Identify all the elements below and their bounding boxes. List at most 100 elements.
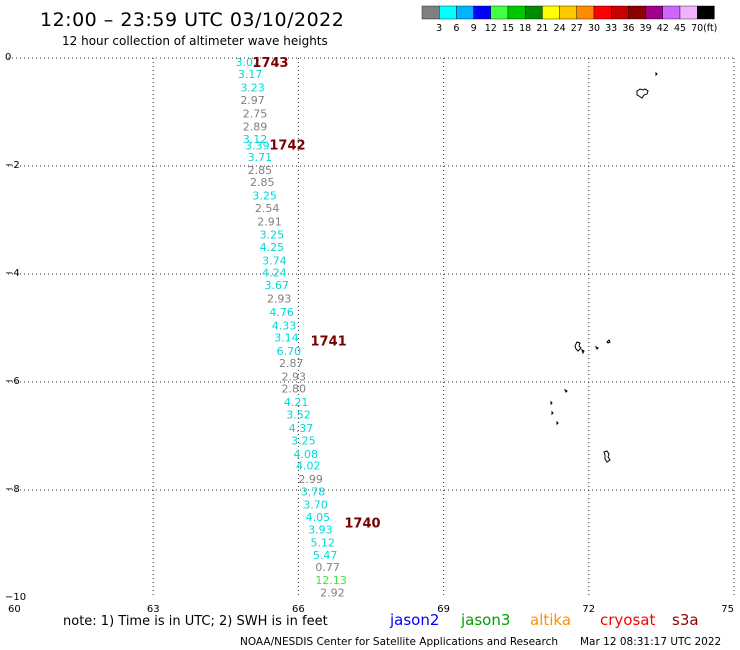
wave-height-label: 4.21	[284, 396, 309, 409]
island-outline	[550, 400, 553, 406]
legend-swatch	[439, 5, 457, 20]
island-outline	[563, 388, 568, 393]
island-outline	[606, 339, 611, 344]
map-subtitle: 12 hour collection of altimeter wave hei…	[62, 34, 328, 48]
legend-swatch	[559, 5, 577, 20]
latitude-tick-label: −6	[5, 376, 20, 387]
footnote: note: 1) Time is in UTC; 2) SWH is in fe…	[63, 614, 328, 629]
legend-label: 33	[605, 23, 617, 34]
wave-height-label: 4.08	[294, 448, 319, 461]
generated-timestamp: Mar 12 08:31:17 UTC 2022	[580, 636, 721, 648]
legend-label: 24	[554, 23, 566, 34]
legend-label: 42	[657, 23, 669, 34]
longitude-tick-label: 69	[437, 604, 450, 615]
legend-label: 30	[588, 23, 600, 34]
map-grid	[8, 57, 735, 598]
legend-swatch	[593, 5, 612, 20]
satellite-name-jason2: jason2	[389, 611, 439, 629]
island-outlines	[550, 71, 658, 463]
island-outline	[594, 345, 599, 350]
legend-swatch	[628, 5, 646, 20]
wave-height-label: 3.12	[243, 133, 267, 146]
color-legend: 3 6 9 12 15 18 21 24 27 30 33 36 39 42 45 70 (ft)	[421, 5, 717, 34]
wave-height-label: 4.33	[272, 319, 297, 332]
wave-height-label: 3.78	[301, 486, 326, 499]
wave-height-label: 4.76	[269, 306, 294, 319]
latitude-tick-label: −10	[5, 592, 26, 603]
legend-swatch	[645, 5, 663, 20]
legend-label: 6	[453, 23, 459, 34]
wave-height-label: 4.24	[262, 266, 287, 279]
wave-height-label: 2.75	[243, 108, 267, 121]
island-outline	[574, 341, 582, 352]
satellite-name-altika: altika	[530, 611, 571, 629]
wave-height-label: 4.37	[289, 422, 314, 435]
legend-label: 15	[502, 23, 514, 34]
legend-swatch	[542, 5, 560, 20]
legend-label: 36	[622, 23, 634, 34]
wave-height-label: 2.89	[243, 121, 267, 134]
legend-swatch	[697, 5, 715, 20]
wave-height-label: 3.25	[252, 190, 276, 203]
wave-height-label: 2.92	[320, 587, 345, 600]
island-outline	[636, 88, 649, 99]
wave-height-label: 3.14	[274, 332, 299, 345]
longitude-tick-label: 63	[147, 604, 160, 615]
satellite-name-jason3: jason3	[460, 611, 510, 629]
longitude-tick-label: 60	[8, 604, 21, 615]
satellite-name-cryosat: cryosat	[600, 611, 655, 629]
wave-height-label: 3.17	[238, 68, 263, 81]
longitude-tick-label: 72	[582, 604, 595, 615]
wave-height-observations: 3.023.173.232.972.752.893.123.393.712.85…	[235, 56, 346, 600]
wave-height-label: 2.91	[257, 216, 282, 229]
legend-swatch	[473, 5, 492, 20]
wave-height-label: 2.87	[279, 357, 304, 370]
legend-label: 9	[471, 23, 477, 34]
legend-label: 70	[691, 23, 703, 34]
island-outline	[556, 420, 559, 426]
wave-height-label: 4.02	[296, 460, 321, 473]
axis-ticks: 60 63 66 69 72 75 0 −2 −4 −6 −8 −10	[5, 52, 734, 615]
legend-label: 18	[519, 23, 531, 34]
wave-height-label: 2.97	[240, 94, 265, 107]
legend-label: 3	[436, 23, 442, 34]
legend-label: 27	[571, 23, 583, 34]
legend-swatch	[507, 5, 526, 20]
wave-height-label: 0.77	[315, 561, 340, 574]
wave-height-label: 2.99	[298, 473, 323, 486]
island-outline	[551, 410, 554, 416]
wave-height-label: 3.67	[265, 279, 290, 292]
map-title: 12:00 – 23:59 UTC 03/10/2022	[40, 9, 344, 31]
wave-height-label: 5.47	[313, 549, 338, 562]
wave-height-label: 3.71	[248, 151, 273, 164]
legend-swatch	[576, 5, 595, 20]
wave-height-label: 3.70	[303, 499, 328, 512]
latitude-tick-label: −4	[5, 268, 20, 279]
legend-swatch	[490, 5, 509, 20]
wave-height-label: 3.23	[240, 82, 265, 95]
wave-height-label: 4.25	[260, 241, 285, 254]
pass-labels: 1743 1742 1741 1740	[252, 56, 380, 532]
pass-number-label: 1742	[269, 138, 305, 153]
wave-height-label: 2.85	[250, 176, 275, 189]
legend-label: 21	[536, 23, 548, 34]
wave-height-label: 2.54	[255, 202, 280, 215]
legend-swatch	[611, 5, 629, 20]
wave-height-label: 3.39	[245, 139, 270, 152]
satellite-legend: jason2 jason3 altika cryosat s3a	[389, 611, 699, 629]
legend-label: 39	[640, 23, 652, 34]
legend-swatch	[662, 5, 681, 20]
wave-height-label: 4.05	[306, 511, 331, 524]
wave-height-label: 3.52	[286, 408, 311, 421]
wave-height-label: 5.12	[311, 536, 336, 549]
legend-swatch	[525, 5, 543, 20]
legend-swatch	[456, 5, 474, 20]
legend-label: 45	[674, 23, 686, 34]
pass-number-label: 1740	[344, 516, 380, 531]
island-outline	[655, 71, 658, 77]
wave-height-label: 3.93	[308, 523, 333, 536]
wave-height-label: 6.70	[277, 345, 302, 358]
pass-number-label: 1743	[252, 56, 288, 71]
wave-height-label: 3.74	[262, 255, 287, 268]
